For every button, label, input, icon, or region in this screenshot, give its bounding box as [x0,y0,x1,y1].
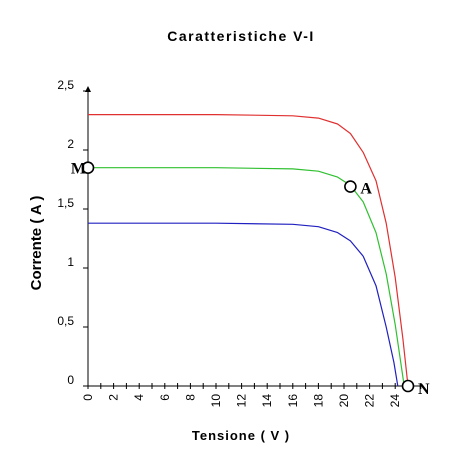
point-label-m: M [71,161,86,178]
series-line-2 [88,167,405,387]
x-tick-label: 16 [286,394,300,408]
x-tick-label: 10 [209,394,223,408]
y-tick-label: 2,5 [57,78,74,92]
point-marker-m [81,161,95,174]
x-tick-label: 8 [183,394,197,401]
x-tick-label: 18 [311,394,325,408]
y-tick-label: 0 [67,373,74,387]
point-marker-a [344,180,357,193]
series-layer [88,113,409,387]
x-tick-label: 4 [132,394,146,401]
x-tick-label: 12 [235,394,249,408]
y-tick-label: 1 [67,255,74,269]
x-tick-label: 24 [388,394,402,408]
x-tick-label: 0 [81,394,95,401]
x-tick-label: 14 [260,394,274,408]
x-tick-label: 20 [337,394,351,408]
y-tick-label: 2 [67,137,74,151]
x-axis-label: Tensione ( V ) [192,428,290,443]
series-line-1 [88,113,409,387]
point-label-n: N [418,381,430,398]
y-axis-label: Corrente ( A ) [28,196,45,291]
series-line-3 [88,222,399,387]
y-tick-label: 0,5 [57,314,74,328]
point-marker-n [401,379,415,393]
points-layer: M A N [71,161,430,398]
x-tick-label: 22 [363,394,377,408]
y-tick-label: 1,5 [57,196,74,210]
axes: 00,511,522,50 2 4 6 8 10 12 14 16 18 20 22 24 [57,78,422,408]
x-tick-label: 6 [158,394,172,401]
x-tick-label: 2 [107,394,121,401]
point-label-a: A [360,181,372,198]
chart-title: Caratteristiche V-I [167,28,315,44]
